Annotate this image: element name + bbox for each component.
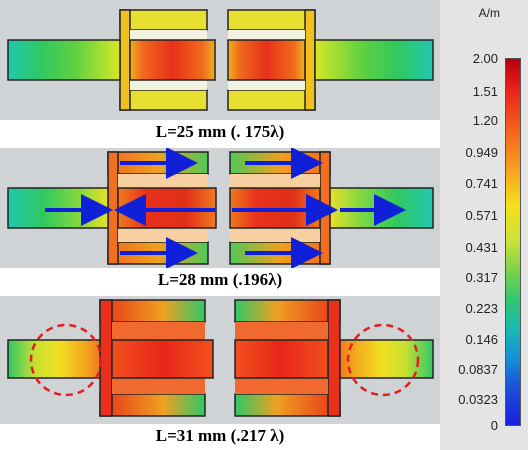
caption-l28: L=28 mm (.196λ) — [157, 270, 283, 289]
panel-l31 — [0, 296, 440, 424]
colorbar-tick: 0.431 — [465, 240, 498, 255]
colorbar-unit: A/m — [478, 6, 500, 20]
current-distribution-l28 — [0, 148, 440, 268]
colorbar-tick: 0.146 — [465, 332, 498, 347]
colorbar-tick: 0.949 — [465, 145, 498, 160]
current-distribution-l31 — [0, 296, 440, 424]
colorbar-tick: 0.741 — [465, 176, 498, 191]
colorbar-tick: 0.0837 — [458, 362, 498, 377]
highlight-circle-right — [346, 323, 420, 397]
colorbar-tick: 0.571 — [465, 208, 498, 223]
panel-l28 — [0, 148, 440, 268]
colorbar-gradient — [505, 58, 521, 426]
colorbar-tick: 0 — [490, 418, 498, 433]
colorbar-tick: 1.20 — [472, 113, 498, 128]
colorbar-tick: 0.317 — [465, 270, 498, 285]
current-arrows — [45, 148, 406, 268]
caption-l25: L=25 mm (. 175λ) — [155, 122, 285, 141]
highlight-circle-left — [29, 323, 103, 397]
caption-l31: L=31 mm (.217 λ) — [155, 426, 285, 445]
colorbar-tick: 2.00 — [472, 51, 498, 66]
colorbar-tick: 0.0323 — [458, 392, 498, 407]
colorbar-tick: 1.51 — [472, 84, 498, 99]
current-distribution-l25 — [0, 0, 440, 120]
panel-l25 — [0, 0, 440, 120]
colorbar-tick: 0.223 — [465, 301, 498, 316]
